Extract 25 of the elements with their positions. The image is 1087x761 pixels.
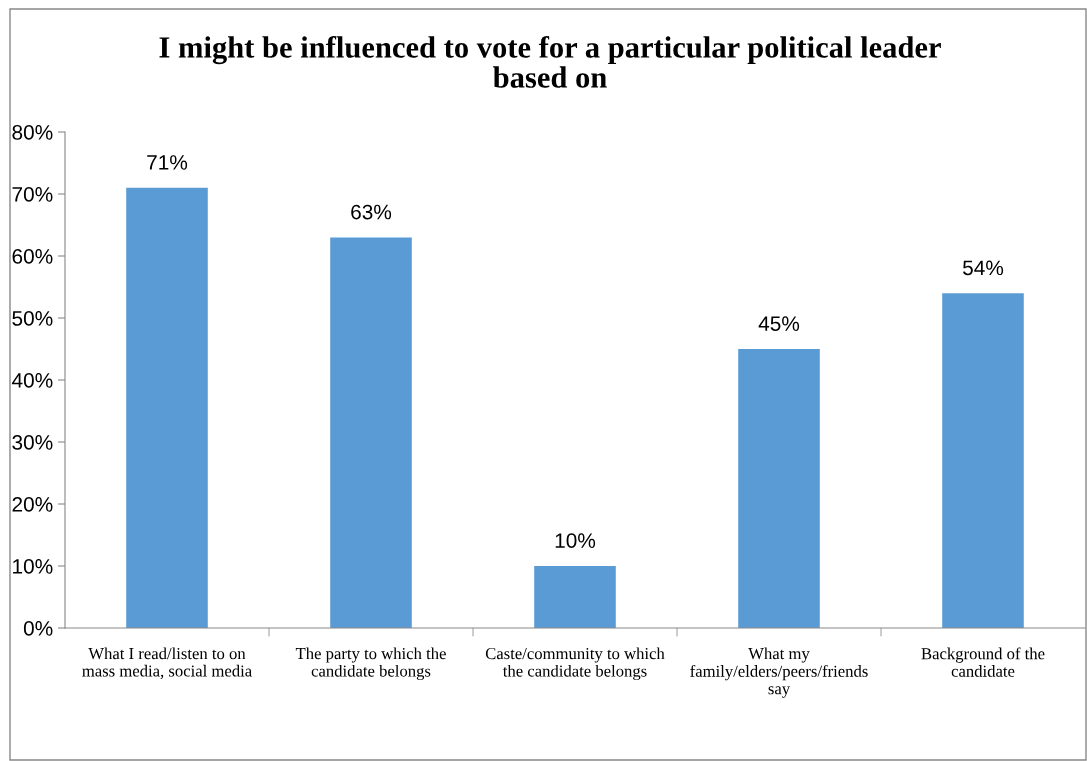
data-label: 10% xyxy=(555,533,596,548)
y-tick-label: 50% xyxy=(12,311,53,326)
data-label: 54% xyxy=(962,260,1004,276)
bar xyxy=(126,187,208,628)
bar xyxy=(330,237,412,628)
x-tick-label: Caste/community to which the candidate belongs xyxy=(485,647,665,681)
bar xyxy=(942,293,1024,628)
data-label: 45% xyxy=(758,316,800,331)
x-tick-label: What I read/listen to on mass media, social media xyxy=(82,647,252,679)
bar xyxy=(534,566,616,628)
x-tick-label: What my family/elders/peers/friends say xyxy=(690,647,868,698)
y-tick-label: 0% xyxy=(23,621,53,636)
x-tick-label: The party to which the candidate belongs xyxy=(295,647,446,681)
x-tick-label: Background of the candidate xyxy=(921,647,1045,677)
y-tick-label: 30% xyxy=(12,435,53,450)
y-tick-label: 10% xyxy=(13,559,53,574)
data-label: 71% xyxy=(147,155,188,170)
chart-title: I might be influenced to vote for a particular political leader based on xyxy=(159,35,941,88)
y-tick-label: 40% xyxy=(11,373,53,388)
bar xyxy=(738,349,820,628)
y-tick-label: 80% xyxy=(12,125,53,140)
y-tick-label: 20% xyxy=(12,497,53,512)
y-tick-label: 60% xyxy=(12,249,53,264)
y-tick-label: 70% xyxy=(12,187,53,202)
data-label: 63% xyxy=(351,204,392,220)
